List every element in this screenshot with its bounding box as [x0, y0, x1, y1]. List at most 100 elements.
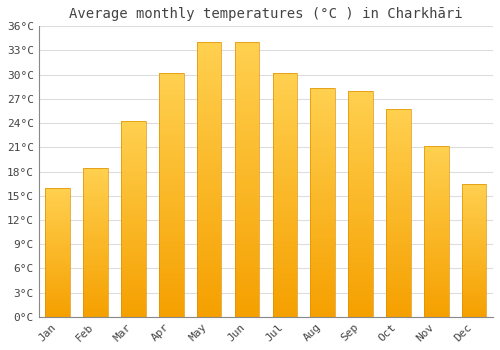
Bar [84, 251, 108, 253]
Bar [234, 127, 260, 130]
Bar [386, 290, 410, 292]
Bar [386, 315, 410, 317]
Bar [462, 301, 486, 302]
Bar [424, 253, 448, 255]
Bar [234, 119, 260, 122]
Bar [46, 298, 70, 299]
Bar [462, 275, 486, 277]
Bar [386, 127, 410, 130]
Bar [121, 187, 146, 189]
Bar [197, 48, 222, 51]
Bar [310, 253, 335, 255]
Bar [234, 108, 260, 111]
Bar [46, 307, 70, 308]
Bar [424, 298, 448, 300]
Bar [197, 72, 222, 75]
Bar [197, 97, 222, 100]
Bar [310, 102, 335, 104]
Bar [424, 233, 448, 235]
Bar [424, 154, 448, 156]
Bar [462, 290, 486, 292]
Bar [348, 116, 373, 118]
Bar [159, 229, 184, 231]
Bar [159, 139, 184, 141]
Bar [272, 180, 297, 183]
Bar [348, 303, 373, 306]
Bar [46, 252, 70, 253]
Bar [121, 217, 146, 219]
Bar [310, 246, 335, 248]
Bar [462, 260, 486, 261]
Bar [159, 166, 184, 168]
Bar [424, 187, 448, 189]
Bar [84, 287, 108, 288]
Bar [197, 86, 222, 89]
Bar [159, 212, 184, 215]
Bar [386, 121, 410, 123]
Bar [121, 281, 146, 284]
Bar [84, 221, 108, 223]
Bar [46, 215, 70, 216]
Bar [310, 130, 335, 132]
Bar [46, 269, 70, 270]
Bar [386, 167, 410, 169]
Bar [84, 174, 108, 175]
Bar [386, 236, 410, 238]
Bar [234, 149, 260, 152]
Bar [159, 258, 184, 261]
Bar [348, 147, 373, 149]
Bar [159, 195, 184, 197]
Bar [159, 107, 184, 110]
Bar [424, 296, 448, 298]
Bar [348, 276, 373, 278]
Bar [234, 86, 260, 89]
Bar [272, 300, 297, 302]
Bar [84, 253, 108, 254]
Bar [121, 213, 146, 215]
Bar [272, 178, 297, 180]
Bar [272, 219, 297, 222]
Bar [159, 234, 184, 236]
Bar [386, 246, 410, 248]
Bar [234, 182, 260, 185]
Bar [84, 314, 108, 315]
Bar [197, 62, 222, 64]
Bar [272, 139, 297, 141]
Bar [424, 241, 448, 243]
Bar [424, 223, 448, 224]
Bar [348, 199, 373, 202]
Bar [348, 154, 373, 156]
Bar [386, 108, 410, 317]
Bar [121, 266, 146, 268]
Bar [310, 164, 335, 166]
Bar [159, 129, 184, 132]
Bar [84, 298, 108, 299]
Bar [234, 314, 260, 317]
Bar [348, 215, 373, 217]
Bar [159, 93, 184, 95]
Bar [462, 230, 486, 232]
Bar [386, 250, 410, 252]
Bar [159, 202, 184, 205]
Bar [159, 73, 184, 317]
Bar [84, 184, 108, 186]
Bar [310, 159, 335, 161]
Bar [121, 207, 146, 209]
Bar [197, 287, 222, 289]
Bar [310, 287, 335, 289]
Bar [46, 195, 70, 197]
Bar [234, 103, 260, 106]
Bar [46, 305, 70, 307]
Bar [310, 212, 335, 214]
Bar [462, 241, 486, 242]
Bar [234, 158, 260, 160]
Bar [46, 292, 70, 294]
Bar [310, 143, 335, 146]
Bar [84, 288, 108, 290]
Bar [272, 275, 297, 278]
Bar [197, 281, 222, 284]
Bar [84, 278, 108, 280]
Bar [197, 303, 222, 306]
Bar [121, 260, 146, 262]
Bar [46, 248, 70, 250]
